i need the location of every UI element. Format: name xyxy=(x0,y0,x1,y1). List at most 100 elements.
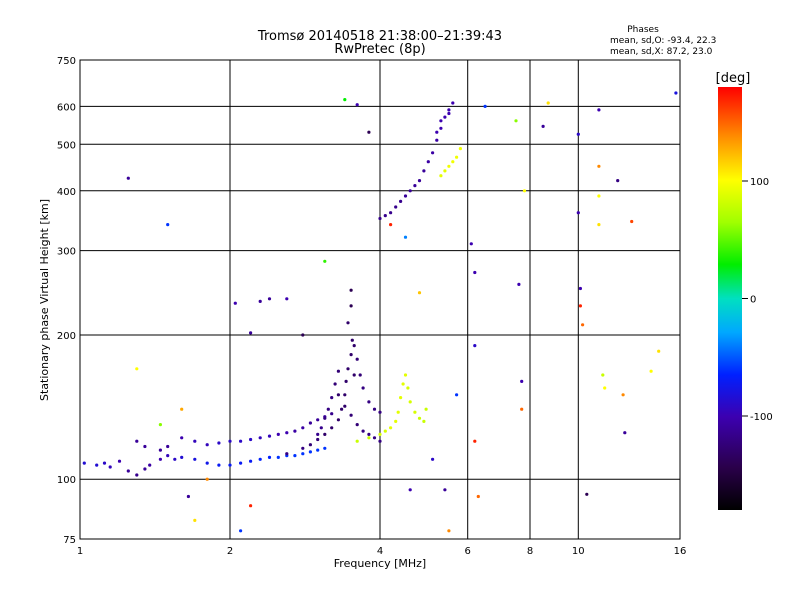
echo-point xyxy=(355,357,359,361)
echo-point xyxy=(623,431,627,435)
echo-point xyxy=(443,488,447,492)
echo-point xyxy=(126,176,130,180)
echo-point xyxy=(239,461,243,465)
echo-point xyxy=(267,297,272,301)
echo-point xyxy=(143,467,147,471)
echo-point xyxy=(585,492,589,496)
echo-point xyxy=(413,184,417,188)
echo-point xyxy=(361,429,365,433)
echo-point xyxy=(431,457,435,461)
x-axis-label: Frequency [MHz] xyxy=(334,557,426,570)
echo-point xyxy=(483,104,487,108)
echo-point xyxy=(349,353,353,357)
echo-point xyxy=(447,164,451,168)
echo-point xyxy=(316,432,320,436)
echo-point xyxy=(228,463,232,467)
x-tick-label: 4 xyxy=(377,546,383,557)
y-axis-ticks: 75 100 200 300 400 500 600 750 xyxy=(57,56,76,546)
echo-point xyxy=(520,379,524,383)
y-axis-label: Stationary phase Virtual Height [km] xyxy=(38,199,51,401)
echo-point xyxy=(367,130,371,134)
echo-point xyxy=(447,108,451,112)
echo-point xyxy=(403,194,408,198)
echo-point xyxy=(276,432,280,436)
echo-point xyxy=(193,457,197,461)
colorbar-label: [deg] xyxy=(716,71,751,86)
echo-point xyxy=(455,155,459,159)
echo-point xyxy=(180,436,184,440)
echo-point xyxy=(158,423,162,427)
echo-point xyxy=(205,443,209,447)
echo-point xyxy=(135,367,139,371)
echo-point xyxy=(408,189,412,193)
echo-point xyxy=(267,434,272,438)
echo-point xyxy=(293,429,297,433)
echo-point xyxy=(435,130,439,134)
plot-frame xyxy=(79,59,681,540)
echo-point xyxy=(383,429,387,433)
echo-point xyxy=(378,439,382,443)
echo-point xyxy=(443,169,447,173)
echo-point xyxy=(630,219,634,224)
x-tick-label: 10 xyxy=(572,546,585,557)
echo-point xyxy=(367,432,371,436)
echo-point xyxy=(451,160,455,164)
echo-point xyxy=(323,259,327,263)
y-tick-label: 600 xyxy=(57,102,76,113)
echo-point xyxy=(82,461,86,465)
echo-point xyxy=(520,407,524,411)
echo-point xyxy=(308,421,312,425)
echo-point xyxy=(406,386,410,390)
echo-point xyxy=(476,494,480,499)
echo-point xyxy=(597,108,601,112)
echo-point xyxy=(355,103,359,107)
echo-point xyxy=(349,413,353,417)
echo-point xyxy=(301,446,305,450)
echo-point xyxy=(473,439,477,443)
echo-point xyxy=(349,288,353,292)
echo-point xyxy=(417,291,422,295)
echo-point xyxy=(361,386,365,390)
echo-point xyxy=(205,461,209,465)
echo-point xyxy=(394,419,398,423)
echo-point xyxy=(249,331,253,335)
echo-point xyxy=(249,504,253,508)
echo-point xyxy=(233,301,237,305)
echo-point xyxy=(378,432,382,436)
echo-point xyxy=(389,223,393,227)
echo-point xyxy=(616,179,620,183)
grid-lines xyxy=(80,60,680,539)
y-tick-label: 400 xyxy=(57,187,76,198)
echo-point xyxy=(217,463,221,467)
echo-point xyxy=(367,436,371,440)
echo-point xyxy=(217,441,221,445)
colorbar-tick-label: 100 xyxy=(750,177,769,188)
echo-point xyxy=(316,418,320,422)
echo-point xyxy=(431,151,435,155)
x-tick-label: 8 xyxy=(527,546,533,557)
echo-point xyxy=(396,410,400,414)
echo-point xyxy=(439,126,443,130)
echo-point xyxy=(330,426,334,430)
echo-point xyxy=(293,454,297,458)
echo-point xyxy=(330,396,334,400)
echo-point xyxy=(439,119,443,123)
echo-point xyxy=(674,91,678,95)
echo-point xyxy=(95,463,99,467)
echo-point xyxy=(514,119,518,123)
echo-point xyxy=(408,400,412,404)
echo-point xyxy=(346,367,350,371)
echo-point xyxy=(417,179,422,183)
echo-point xyxy=(323,432,327,436)
echo-point xyxy=(158,457,162,461)
echo-point xyxy=(649,369,653,373)
echo-point xyxy=(578,304,583,308)
echo-point xyxy=(343,98,347,102)
echo-point xyxy=(451,101,455,105)
echo-point xyxy=(316,448,320,452)
echo-point xyxy=(424,407,428,411)
echo-point xyxy=(249,459,253,463)
echo-point xyxy=(455,393,459,397)
echo-point xyxy=(447,111,451,116)
echo-point xyxy=(367,400,371,404)
